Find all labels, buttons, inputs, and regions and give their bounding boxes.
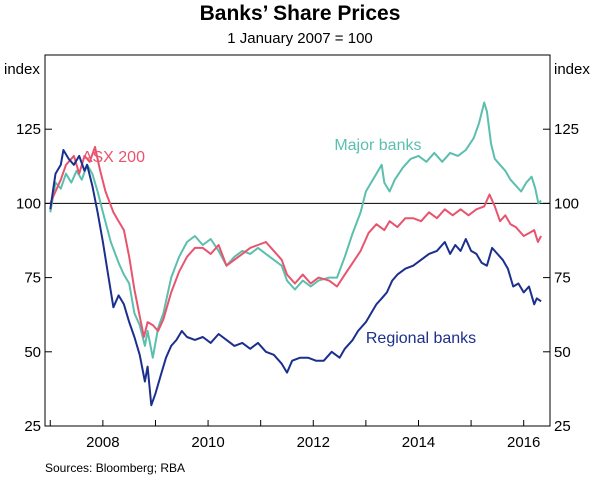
series-label-regional-banks: Regional banks	[366, 330, 476, 347]
x-tick-label: 2016	[507, 434, 540, 451]
x-tick-label: 2012	[297, 434, 330, 451]
y-tick-label-left: 125	[16, 121, 41, 138]
y-axis-label-left: index	[4, 61, 40, 78]
y-tick-label-right: 75	[554, 270, 571, 287]
x-tick-label: 2014	[402, 434, 435, 451]
source-note: Sources: Bloomberg; RBA	[45, 461, 186, 475]
series-line-major-banks	[49, 101, 542, 359]
y-tick-label-left: 25	[24, 418, 41, 435]
y-tick-label-right: 50	[554, 344, 571, 361]
series-line-regional-banks	[49, 149, 542, 407]
plot-frame	[44, 54, 551, 427]
x-tick-label: 2010	[191, 434, 224, 451]
y-tick-label-right: 25	[554, 418, 571, 435]
y-tick-label-left: 75	[24, 270, 41, 287]
y-tick-label-left: 100	[16, 195, 41, 212]
chart-subtitle: 1 January 2007 = 100	[227, 30, 373, 47]
series-label-asx-200: ASX 200	[82, 149, 145, 166]
y-axis-label-right: index	[554, 61, 590, 78]
chart-title: Banks’ Share Prices	[199, 2, 401, 25]
y-tick-label-left: 50	[24, 344, 41, 361]
series-label-major-banks: Major banks	[334, 137, 421, 154]
y-tick-label-right: 100	[554, 195, 579, 212]
x-tick-label: 2008	[86, 434, 119, 451]
series-line-asx-200	[49, 146, 542, 338]
y-tick-label-right: 125	[554, 121, 579, 138]
